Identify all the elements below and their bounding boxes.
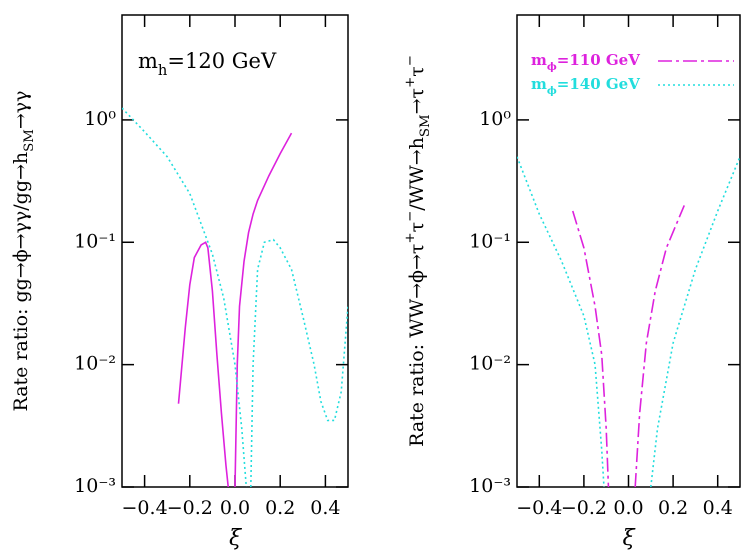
x-tick-label: −0.2 — [167, 497, 213, 519]
text-part: h — [158, 62, 168, 79]
series-line — [177, 132, 293, 487]
y-tick-label: 10⁰ — [84, 108, 116, 130]
text-part: τ — [406, 66, 428, 77]
series-line — [122, 107, 348, 487]
text-part: =110 GeV — [557, 51, 640, 69]
text-part: m — [531, 51, 547, 69]
x-axis-label: ξ — [229, 526, 243, 551]
y-tick-label: 10⁻³ — [74, 475, 116, 497]
text-part: →γγ — [10, 90, 32, 129]
x-tick-label: 0.4 — [310, 497, 340, 519]
text-part: − — [403, 211, 418, 222]
x-tick-label: 0.2 — [658, 497, 688, 519]
legend-label: mϕ=140 GeV — [531, 75, 640, 97]
y-tick-label: 10⁻¹ — [74, 230, 116, 252]
y-axis-label: Rate ratio: gg→ϕ→γγ/gg→hSM→γγ — [10, 90, 37, 411]
series-line — [571, 205, 685, 487]
text-part: m — [531, 75, 547, 93]
x-tick-label: −0.4 — [516, 497, 562, 519]
y-tick-label: 10⁻³ — [469, 475, 511, 497]
x-tick-label: 0.4 — [703, 497, 733, 519]
text-part: =140 GeV — [557, 75, 640, 93]
text-part: ϕ — [547, 61, 557, 73]
x-axis-label: ξ — [622, 526, 636, 551]
x-tick-label: −0.2 — [561, 497, 607, 519]
series-line — [517, 156, 740, 487]
text-part: τ — [406, 222, 428, 233]
text-part: − — [403, 55, 418, 66]
text-part: →τ — [406, 88, 428, 114]
text-part: SM — [22, 129, 37, 152]
legend-label: mϕ=110 GeV — [531, 51, 640, 73]
x-tick-label: 0.0 — [220, 497, 250, 519]
text-part: + — [403, 232, 418, 243]
text-part: Rate ratio: gg→ϕ→γγ/gg→h — [10, 152, 32, 412]
text-part: + — [403, 77, 418, 88]
y-tick-label: 10⁻¹ — [469, 230, 511, 252]
text-part: SM — [418, 114, 433, 137]
text-part: /WW→h — [406, 137, 428, 211]
annotation: mh=120 GeV — [138, 49, 277, 79]
text-part: m — [138, 49, 158, 73]
y-tick-label: 10⁰ — [479, 108, 511, 130]
y-tick-label: 10⁻² — [74, 353, 116, 375]
x-tick-label: 0.0 — [613, 497, 643, 519]
x-tick-label: 0.2 — [265, 497, 295, 519]
x-tick-label: −0.4 — [122, 497, 168, 519]
plot-frame — [121, 14, 349, 488]
text-part: ϕ — [547, 85, 557, 97]
y-axis-label: Rate ratio: WW→ϕ→τ+τ−/WW→hSM→τ+τ− — [403, 55, 433, 447]
text-part: =120 GeV — [167, 49, 277, 73]
text-part: Rate ratio: WW→ϕ→τ — [406, 244, 428, 447]
y-tick-label: 10⁻² — [469, 353, 511, 375]
